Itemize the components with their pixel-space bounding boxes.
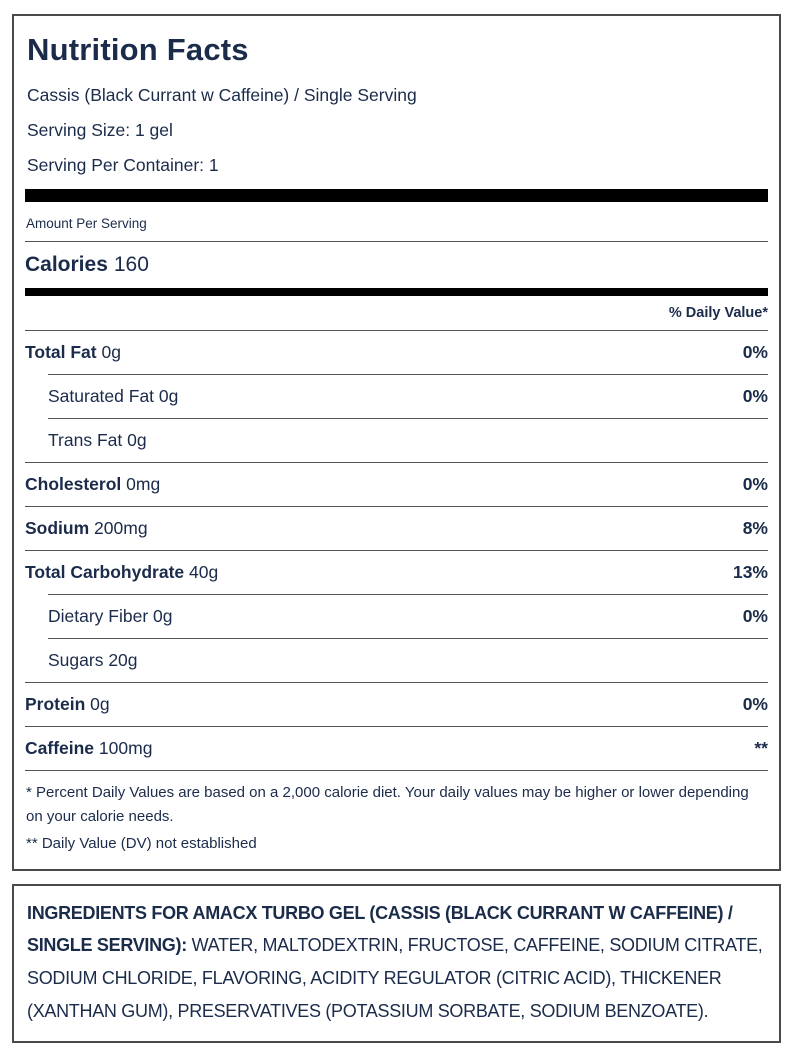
- ingredients-list: WATER, MALTODEXTRIN, FRUCTOSE, CAFFEINE,…: [27, 935, 763, 1021]
- ingredients-heading: INGREDIENTS FOR AMACX TURBO GEL (CASSIS …: [27, 902, 733, 956]
- nutrient-amount: 0g: [158, 385, 179, 406]
- nutrient-amount: 0g: [153, 605, 173, 626]
- nutrient-dv: 8%: [742, 517, 768, 538]
- footnote-dv-not-established: ** Daily Value (DV) not established: [26, 834, 257, 852]
- nutrient-label: Total Carbohydrate: [25, 561, 185, 582]
- nutrient-row-trans-fat: Trans Fat 0g: [48, 417, 768, 462]
- nutrient-label: Sodium: [25, 517, 90, 538]
- nutrient-label: Saturated Fat: [48, 385, 155, 406]
- nutrient-amount: 20g: [108, 649, 138, 670]
- nutrient-row-total-carbohydrate: Total Carbohydrate 40g 13%: [25, 549, 768, 594]
- ingredients-box: INGREDIENTS FOR AMACX TURBO GEL (CASSIS …: [12, 883, 781, 1043]
- nutrient-amount: 0mg: [126, 473, 161, 494]
- nutrient-dv: 0%: [742, 385, 768, 406]
- nutrition-label: Nutrition Facts Cassis (Black Currant w …: [12, 14, 781, 871]
- daily-value-header: % Daily Value*: [668, 304, 768, 321]
- calories-label: Calories: [25, 252, 108, 276]
- footnote-percent-daily-value: * Percent Daily Values are based on a 2,…: [26, 783, 749, 825]
- nutrient-row-caffeine: Caffeine 100mg **: [25, 725, 768, 770]
- serving-size: Serving Size: 1 gel: [27, 119, 173, 140]
- nutrient-dv: 0%: [742, 693, 768, 714]
- nutrient-label: Protein: [25, 693, 86, 714]
- servings-per-container: Serving Per Container: 1: [27, 154, 219, 175]
- divider: [25, 240, 768, 242]
- nutrient-label: Cholesterol: [25, 473, 122, 494]
- nutrient-row-dietary-fiber: Dietary Fiber 0g 0%: [48, 593, 768, 638]
- nutrient-label: Caffeine: [25, 737, 95, 758]
- amount-per-serving: Amount Per Serving: [26, 215, 147, 231]
- flavor-line: Cassis (Black Currant w Caffeine) / Sing…: [27, 84, 417, 105]
- nutrient-label: Total Fat: [25, 341, 97, 362]
- calories-value: 160: [113, 252, 149, 276]
- thick-separator-bar: [25, 188, 768, 202]
- thin-separator-bar: [25, 287, 768, 296]
- nutrient-dv: 0%: [742, 605, 768, 626]
- nutrient-amount: 0g: [90, 693, 110, 714]
- nutrient-amount: 100mg: [98, 737, 153, 758]
- nutrient-amount: 40g: [189, 561, 219, 582]
- nutrient-row-protein: Protein 0g 0%: [25, 681, 768, 726]
- nutrient-row-sugars: Sugars 20g: [48, 637, 768, 682]
- calories-row: Calories 160: [25, 242, 768, 288]
- nutrient-amount: 0g: [127, 429, 147, 450]
- nutrient-row-cholesterol: Cholesterol 0mg 0%: [25, 461, 768, 506]
- nutrient-dv: 0%: [742, 341, 768, 362]
- nutrient-label: Trans Fat: [48, 429, 123, 450]
- footnote-section: * Percent Daily Values are based on a 2,…: [25, 769, 768, 869]
- nutrient-row-saturated-fat: Saturated Fat 0g 0%: [48, 373, 768, 418]
- nutrient-dv: **: [754, 737, 768, 758]
- nutrient-row-total-fat: Total Fat 0g 0%: [25, 329, 768, 374]
- label-title: Nutrition Facts: [27, 32, 249, 67]
- nutrient-label: Sugars: [48, 649, 104, 670]
- nutrient-label: Dietary Fiber: [48, 605, 149, 626]
- nutrient-dv: 13%: [732, 561, 768, 582]
- nutrient-row-sodium: Sodium 200mg 8%: [25, 505, 768, 550]
- nutrient-amount: 0g: [101, 341, 121, 362]
- nutrient-dv: 0%: [742, 473, 768, 494]
- nutrient-amount: 200mg: [94, 517, 148, 538]
